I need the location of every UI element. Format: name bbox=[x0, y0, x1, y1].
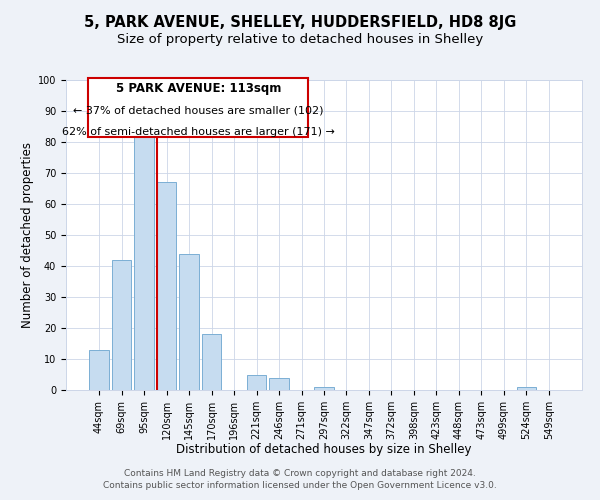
Bar bbox=[112, 260, 131, 390]
X-axis label: Distribution of detached houses by size in Shelley: Distribution of detached houses by size … bbox=[176, 444, 472, 456]
Bar bbox=[247, 374, 266, 390]
Bar bbox=[179, 254, 199, 390]
Text: Size of property relative to detached houses in Shelley: Size of property relative to detached ho… bbox=[117, 32, 483, 46]
Bar bbox=[269, 378, 289, 390]
Bar bbox=[157, 182, 176, 390]
Bar bbox=[517, 387, 536, 390]
Bar bbox=[89, 350, 109, 390]
Text: 5 PARK AVENUE: 113sqm: 5 PARK AVENUE: 113sqm bbox=[116, 82, 281, 95]
Text: Contains public sector information licensed under the Open Government Licence v3: Contains public sector information licen… bbox=[103, 481, 497, 490]
Text: 5, PARK AVENUE, SHELLEY, HUDDERSFIELD, HD8 8JG: 5, PARK AVENUE, SHELLEY, HUDDERSFIELD, H… bbox=[84, 15, 516, 30]
Text: 62% of semi-detached houses are larger (171) →: 62% of semi-detached houses are larger (… bbox=[62, 127, 335, 137]
FancyBboxPatch shape bbox=[88, 78, 308, 138]
Y-axis label: Number of detached properties: Number of detached properties bbox=[21, 142, 34, 328]
Bar bbox=[134, 132, 154, 390]
Text: Contains HM Land Registry data © Crown copyright and database right 2024.: Contains HM Land Registry data © Crown c… bbox=[124, 468, 476, 477]
Bar bbox=[202, 334, 221, 390]
Text: ← 37% of detached houses are smaller (102): ← 37% of detached houses are smaller (10… bbox=[73, 106, 323, 116]
Bar bbox=[314, 387, 334, 390]
